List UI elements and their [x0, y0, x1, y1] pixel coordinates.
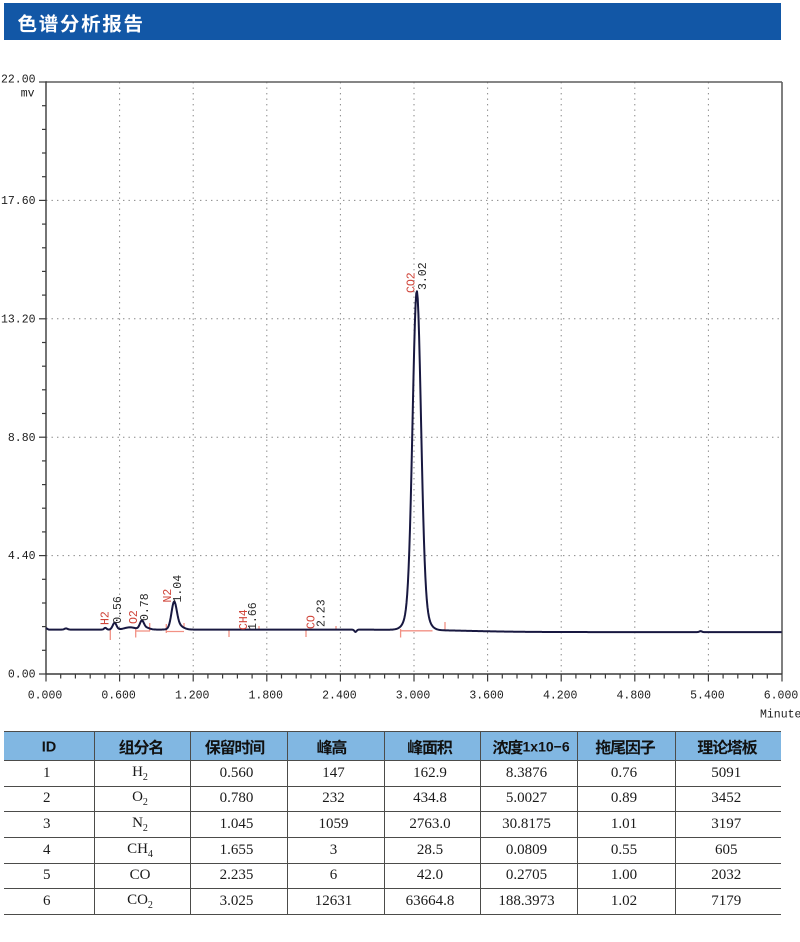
svg-text:0.78: 0.78 [139, 593, 152, 621]
svg-text:4.200: 4.200 [543, 690, 578, 703]
svg-text:5.400: 5.400 [690, 690, 725, 703]
svg-text:17.60: 17.60 [1, 195, 36, 208]
svg-text:8.80: 8.80 [8, 432, 36, 445]
svg-text:1.200: 1.200 [175, 690, 210, 703]
svg-text:13.20: 13.20 [1, 313, 36, 326]
svg-text:0.000: 0.000 [28, 690, 63, 703]
svg-text:22.00: 22.00 [1, 73, 36, 86]
svg-text:ID: ID [42, 740, 57, 756]
svg-text:CO2: CO2 [406, 272, 419, 293]
svg-text:H2: H2 [100, 611, 113, 625]
svg-text:Minutes: Minutes [760, 709, 800, 722]
svg-text:2.400: 2.400 [322, 690, 357, 703]
svg-text:4.800: 4.800 [617, 690, 652, 703]
svg-text:N2: N2 [162, 589, 175, 603]
svg-text:1.66: 1.66 [247, 602, 260, 630]
svg-text:3.000: 3.000 [396, 690, 431, 703]
svg-text:CO: CO [306, 615, 319, 629]
svg-text:1.04: 1.04 [172, 575, 185, 603]
svg-text:3.02: 3.02 [417, 262, 430, 290]
svg-text:4.40: 4.40 [8, 550, 36, 563]
svg-text:0.00: 0.00 [8, 669, 36, 682]
svg-text:6.000: 6.000 [764, 690, 799, 703]
svg-text:mv: mv [21, 88, 35, 101]
svg-text:3.600: 3.600 [469, 690, 504, 703]
svg-text:1x10−6: 1x10−6 [523, 739, 570, 755]
svg-text:2.23: 2.23 [316, 599, 329, 627]
svg-text:0.56: 0.56 [112, 596, 125, 624]
svg-text:1.800: 1.800 [249, 690, 284, 703]
svg-text:CH4: CH4 [238, 609, 251, 630]
svg-text:O2: O2 [128, 610, 141, 624]
svg-text:0.600: 0.600 [101, 690, 136, 703]
